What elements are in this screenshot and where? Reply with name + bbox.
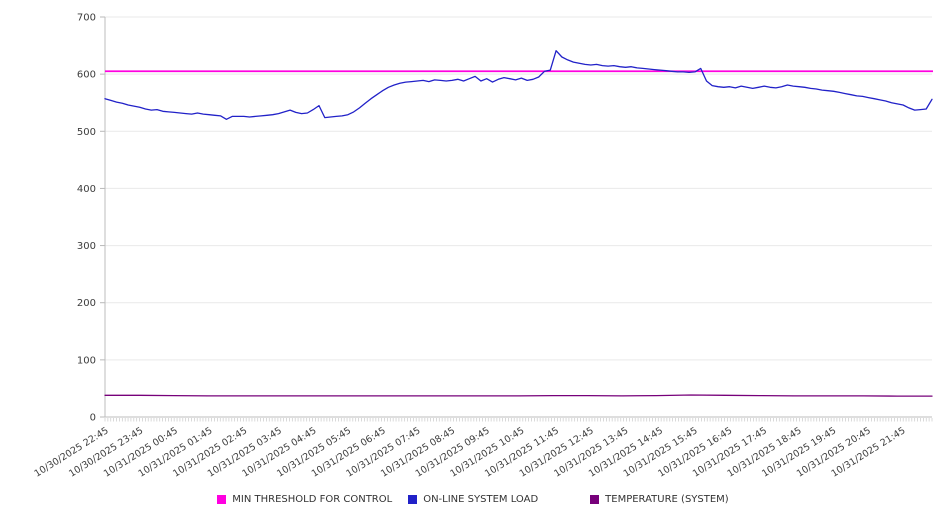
temperature-swatch-icon [590,495,600,504]
legend-label-online-system-load: ON-LINE SYSTEM LOAD [423,494,539,505]
y-axis-label: 0 [90,413,96,424]
legend-item-online-system-load: ON-LINE SYSTEM LOAD [408,494,538,505]
y-axis-label: 500 [77,127,96,138]
legend-label-min-threshold: MIN THRESHOLD FOR CONTROL [232,494,393,505]
legend-item-min-threshold: MIN THRESHOLD FOR CONTROL [217,494,392,505]
y-axis-label: 200 [77,298,96,309]
y-axis-label: 300 [77,241,96,252]
chart-legend: MIN THRESHOLD FOR CONTROL ON-LINE SYSTEM… [0,494,946,505]
y-axis-label: 600 [77,70,96,81]
y-axis-label: 100 [77,355,96,366]
series-line [104,50,933,120]
series-line [104,394,933,397]
legend-label-temperature: TEMPERATURE (SYSTEM) [605,494,729,505]
min-threshold-swatch-icon [217,495,227,504]
y-axis-label: 700 [77,13,96,24]
legend-item-temperature: TEMPERATURE (SYSTEM) [590,494,729,505]
online-system-load-swatch-icon [408,495,418,504]
y-axis-label: 400 [77,184,96,195]
